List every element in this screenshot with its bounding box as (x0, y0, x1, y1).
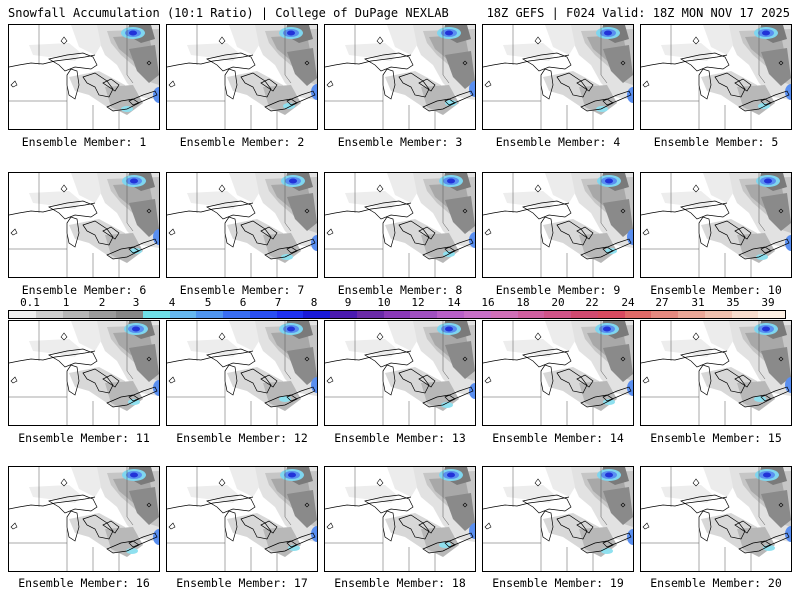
colorbar-swatch (437, 311, 465, 318)
colorbar-swatch (517, 311, 545, 318)
colorbar-swatch (330, 311, 357, 318)
member-map-panel (324, 24, 476, 130)
colorbar-swatch (142, 311, 170, 318)
colorbar-tick-label: 8 (310, 296, 318, 309)
colorbar-swatch (303, 311, 331, 318)
member-label: Ensemble Member: 2 (179, 135, 305, 149)
member-map-panel (166, 24, 318, 130)
valid-time-label: 18Z GEFS | F024 Valid: 18Z MON NOV 17 20… (486, 6, 790, 20)
colorbar-swatch (276, 311, 304, 318)
colorbar-swatch (196, 311, 224, 318)
colorbar-swatch (544, 311, 572, 318)
colorbar-tick-label: 20 (551, 296, 565, 309)
member-map-panel (640, 24, 792, 130)
member-label: Ensemble Member: 14 (492, 431, 624, 445)
colorbar-swatch (624, 311, 652, 318)
colorbar-tick-label: 10 (377, 296, 391, 309)
member-map-panel (324, 172, 476, 278)
colorbar-tick-label: 22 (585, 296, 599, 309)
member-label: Ensemble Member: 7 (179, 283, 305, 297)
member-label: Ensemble Member: 1 (21, 135, 147, 149)
member-map-panel (166, 320, 318, 426)
member-map-panel (166, 466, 318, 572)
member-map-panel (8, 172, 160, 278)
colorbar-tick-label: 35 (726, 296, 740, 309)
colorbar-tick-label: 9 (344, 296, 352, 309)
colorbar-tick-label: 5 (204, 296, 212, 309)
colorbar-tick-label: 4 (168, 296, 176, 309)
colorbar-swatch (35, 311, 63, 318)
colorbar-swatch (383, 311, 411, 318)
colorbar-tick-label: 39 (761, 296, 775, 309)
member-label: Ensemble Member: 8 (337, 283, 463, 297)
member-label: Ensemble Member: 10 (650, 283, 782, 297)
member-label: Ensemble Member: 18 (334, 576, 466, 590)
member-label: Ensemble Member: 3 (337, 135, 463, 149)
colorbar-tick-label: 12 (411, 296, 425, 309)
member-map-panel (324, 320, 476, 426)
member-map-panel (640, 320, 792, 426)
colorbar-swatch (651, 311, 679, 318)
colorbar-swatch (410, 311, 438, 318)
chart-title: Snowfall Accumulation (10:1 Ratio) | Col… (8, 6, 449, 20)
member-map-panel (482, 172, 634, 278)
colorbar-tick-label: 7 (274, 296, 282, 309)
colorbar-tick-label: 27 (655, 296, 669, 309)
colorbar-swatch (704, 311, 732, 318)
member-label: Ensemble Member: 12 (176, 431, 308, 445)
member-label: Ensemble Member: 19 (492, 576, 624, 590)
member-map-panel (324, 466, 476, 572)
member-map-panel (640, 466, 792, 572)
member-label: Ensemble Member: 9 (495, 283, 621, 297)
member-map-panel (640, 172, 792, 278)
colorbar-swatch (9, 311, 36, 318)
colorbar-swatch (490, 311, 518, 318)
colorbar-tick-label: 0.1 (20, 296, 40, 309)
member-label: Ensemble Member: 5 (653, 135, 779, 149)
member-map-panel (8, 466, 160, 572)
member-label: Ensemble Member: 15 (650, 431, 782, 445)
member-map-panel (8, 320, 160, 426)
member-label: Ensemble Member: 6 (21, 283, 147, 297)
member-label: Ensemble Member: 20 (650, 576, 782, 590)
colorbar-swatch (223, 311, 250, 318)
colorbar-swatch (249, 311, 277, 318)
colorbar-swatch (571, 311, 598, 318)
colorbar-swatch (169, 311, 197, 318)
snowfall-colorbar (8, 310, 786, 319)
colorbar-tick-label: 31 (691, 296, 705, 309)
colorbar-swatch (62, 311, 90, 318)
member-map-panel (482, 320, 634, 426)
colorbar-tick-label: 18 (516, 296, 530, 309)
colorbar-tick-label: 24 (621, 296, 635, 309)
member-map-panel (8, 24, 160, 130)
colorbar-swatch (597, 311, 625, 318)
colorbar-swatch (731, 311, 759, 318)
colorbar-tick-label: 14 (447, 296, 461, 309)
member-label: Ensemble Member: 17 (176, 576, 308, 590)
colorbar-tick-label: 2 (98, 296, 106, 309)
colorbar-swatch (116, 311, 143, 318)
member-map-panel (166, 172, 318, 278)
colorbar-swatch (678, 311, 705, 318)
member-label: Ensemble Member: 4 (495, 135, 621, 149)
colorbar-swatch (89, 311, 117, 318)
colorbar-tick-label: 3 (132, 296, 140, 309)
colorbar-tick-label: 6 (239, 296, 247, 309)
member-map-panel (482, 24, 634, 130)
colorbar-swatch (464, 311, 491, 318)
member-map-panel (482, 466, 634, 572)
member-label: Ensemble Member: 13 (334, 431, 466, 445)
colorbar-tick-label: 16 (481, 296, 495, 309)
member-label: Ensemble Member: 16 (18, 576, 150, 590)
member-label: Ensemble Member: 11 (18, 431, 150, 445)
colorbar-tick-label: 1 (62, 296, 70, 309)
colorbar-swatch (758, 311, 786, 318)
colorbar-swatch (356, 311, 384, 318)
